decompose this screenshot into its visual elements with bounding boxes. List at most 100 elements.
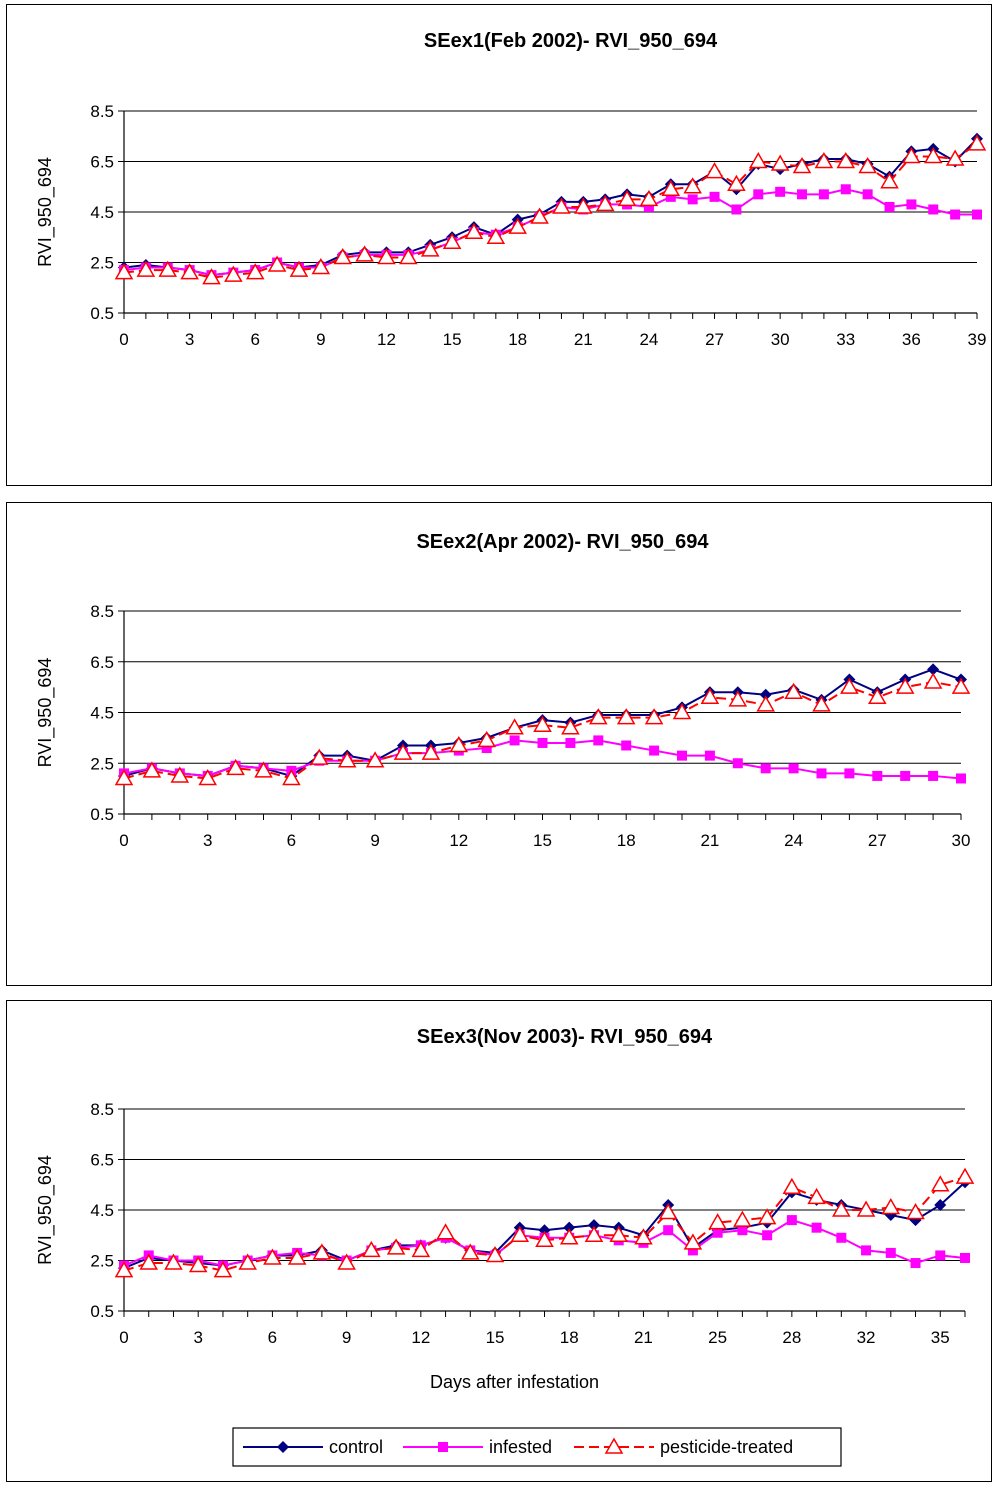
data-point-pesticide-treated [930,1175,950,1192]
data-point-infested [731,204,742,215]
data-point-pesticide-treated [858,157,877,174]
x-tick-label: 9 [370,831,379,850]
series-infested [119,184,982,281]
x-tick-label: 6 [287,831,296,850]
legend: control infested pesticide-treated [232,1427,842,1467]
legend-marker-pesticide-treated [604,1437,624,1454]
chart-panel-2: SEex2(Apr 2002)- RVI_950_694 0.5 2.5 4.5 6.5… [6,502,992,986]
data-point-pesticide-treated [792,157,812,174]
x-tick-label: 30 [771,330,790,349]
data-point-infested [663,1225,674,1236]
data-point-infested [960,1252,970,1263]
y-tick-label: 2.5 [90,1252,114,1271]
data-point-pesticide-treated [812,695,831,712]
data-point-infested [910,1258,921,1269]
data-point-pesticide-treated [386,1238,406,1255]
data-point-infested [509,735,520,746]
data-point-pesticide-treated [377,247,396,265]
legend-label-pesticide-treated: pesticide-treated [660,1437,793,1457]
x-tick-label: 18 [508,330,527,349]
data-point-infested [836,1232,847,1243]
data-point-pesticide-treated [683,177,702,194]
x-tick-label: 28 [782,1328,801,1347]
data-point-infested [732,758,743,769]
data-point-pesticide-treated [609,1225,628,1242]
x-tick-label: 0 [119,1328,128,1347]
data-point-infested [481,743,492,754]
data-point-infested [885,1247,896,1258]
data-point-pesticide-treated [770,154,790,171]
x-tick-label: 21 [634,1328,653,1347]
data-point-pesticide-treated [923,672,943,689]
data-point-infested [565,737,576,748]
data-point-pesticide-treated [561,718,580,735]
data-point-pesticide-treated [114,768,134,786]
data-point-pesticide-treated [436,1223,455,1240]
data-point-infested [816,768,827,779]
data-point-pesticide-treated [164,1253,183,1270]
data-point-pesticide-treated [589,708,608,725]
y-tick-label: 4.5 [90,704,114,723]
x-tick-label: 32 [857,1328,876,1347]
data-point-pesticide-treated [945,149,965,166]
y-axis-label: RVI_950_694 [35,1155,56,1265]
x-axis-label: Days after infestation [430,1372,599,1392]
data-point-infested [677,750,687,761]
data-point-pesticide-treated [639,189,659,207]
y-tick-label: 8.5 [90,602,114,621]
data-point-pesticide-treated [832,1200,851,1217]
x-tick-label: 15 [533,831,552,850]
x-tick-label: 24 [784,831,803,850]
data-point-infested [844,768,855,779]
data-point-pesticide-treated [756,695,775,712]
data-point-pesticide-treated [461,1243,480,1260]
data-point-pesticide-treated [644,708,664,725]
y-tick-label: 4.5 [90,203,114,222]
data-point-pesticide-treated [442,232,462,250]
data-point-pesticide-treated [967,134,987,151]
data-point-pesticide-treated [727,174,746,191]
data-point-pesticide-treated [365,751,385,768]
data-point-pesticide-treated [881,1197,901,1215]
legend-box [232,1427,842,1467]
data-point-pesticide-treated [508,217,527,234]
x-tick-label: 12 [377,330,396,349]
data-point-pesticide-treated [198,768,217,786]
data-point-pesticide-treated [782,1177,802,1195]
data-point-pesticide-treated [355,245,374,262]
y-tick-label: 0.5 [90,1302,114,1321]
data-point-pesticide-treated [142,761,162,778]
data-point-infested [950,209,961,220]
x-tick-label: 9 [316,330,325,349]
data-point-pesticide-treated [530,207,549,224]
y-tick-label: 2.5 [90,254,114,273]
data-point-infested [775,186,786,197]
data-point-infested [928,204,939,215]
y-tick-label: 4.5 [90,1201,114,1220]
chart-title: SEex1(Feb 2002)- RVI_950_694 [424,30,718,52]
y-tick-label: 2.5 [90,754,114,773]
data-point-pesticide-treated [311,258,331,275]
series-pesticide-treated [114,1167,975,1278]
data-point-pesticide-treated [733,1210,752,1227]
x-tick-label: 3 [203,831,212,850]
data-point-control [759,688,772,701]
data-point-pesticide-treated [486,227,506,244]
x-tick-label: 0 [119,330,128,349]
data-point-pesticide-treated [282,768,301,786]
data-point-infested [956,773,966,784]
data-point-pesticide-treated [856,1200,876,1217]
data-point-infested [906,199,917,210]
legend-label-infested: infested [489,1437,552,1457]
data-point-pesticide-treated [224,265,243,282]
data-point-pesticide-treated [574,197,593,214]
data-point-pesticide-treated [188,1256,208,1273]
legend-marker-control [277,1441,289,1453]
series-control [118,132,983,282]
data-point-pesticide-treated [951,677,971,694]
data-point-pesticide-treated [880,172,899,189]
data-point-infested [687,194,698,205]
data-point-pesticide-treated [477,730,496,748]
data-point-pesticide-treated [533,715,552,732]
data-point-pesticide-treated [510,1225,530,1242]
